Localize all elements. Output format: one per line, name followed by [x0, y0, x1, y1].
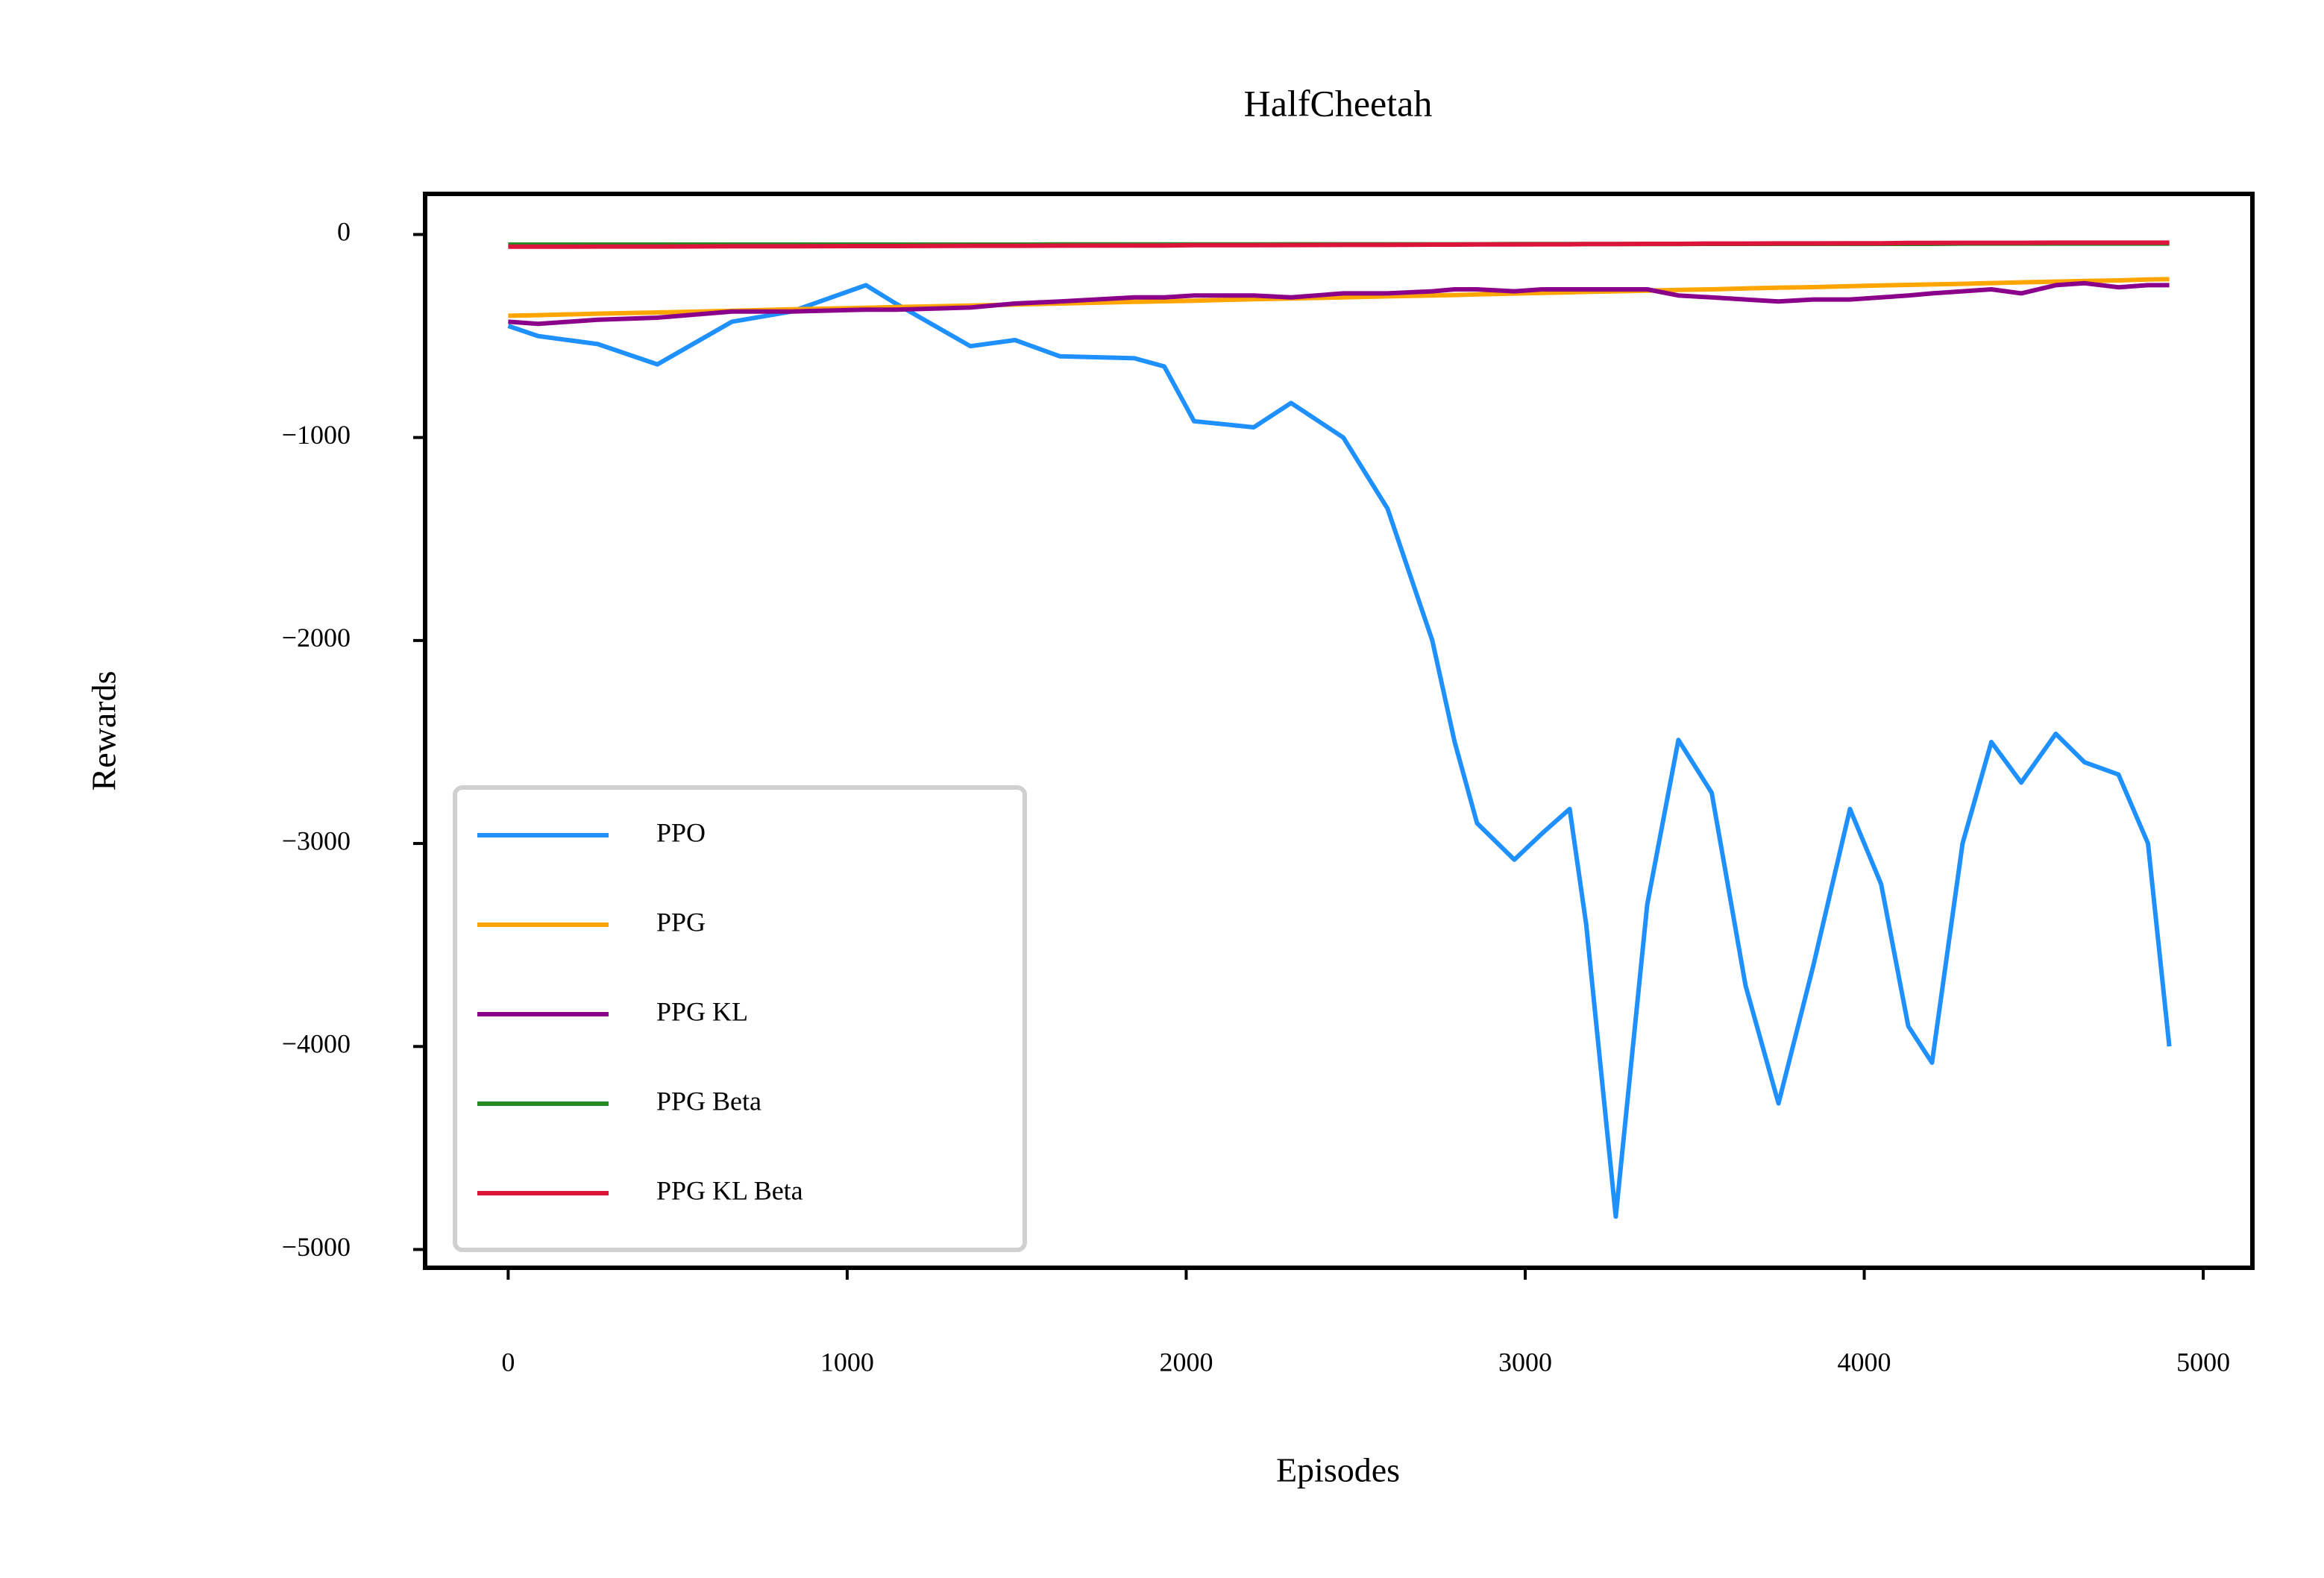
- x-tick-label: 0: [501, 1347, 515, 1377]
- y-tick-label: −5000: [282, 1232, 351, 1262]
- plot-frame: [423, 192, 2255, 1270]
- y-axis-label: Rewards: [85, 671, 123, 791]
- legend-label: PPG: [656, 907, 706, 937]
- x-tick-label: 5000: [2176, 1347, 2230, 1377]
- series-line: [508, 277, 2170, 318]
- legend-label: PPG KL: [656, 996, 748, 1026]
- y-tick-label: −2000: [282, 623, 351, 653]
- x-tick-label: 2000: [1159, 1347, 1213, 1377]
- y-tick-label: 0: [337, 217, 351, 247]
- legend-label: PPO: [656, 817, 706, 847]
- y-tick-label: −3000: [282, 826, 351, 855]
- x-axis-label: Episodes: [1276, 1451, 1400, 1489]
- y-tick-label: −4000: [282, 1029, 351, 1059]
- x-tick-label: 4000: [1838, 1347, 1891, 1377]
- legend-label: PPG KL Beta: [656, 1175, 803, 1205]
- legend-box: [453, 785, 1027, 1252]
- chart-title: HalfCheetah: [1244, 82, 1433, 124]
- x-tick-label: 1000: [820, 1347, 874, 1377]
- y-tick-label: −1000: [282, 420, 351, 450]
- x-tick-label: 3000: [1498, 1347, 1552, 1377]
- series-line: [508, 280, 2170, 327]
- legend-label: PPG Beta: [656, 1086, 761, 1116]
- series-line: [508, 240, 2170, 249]
